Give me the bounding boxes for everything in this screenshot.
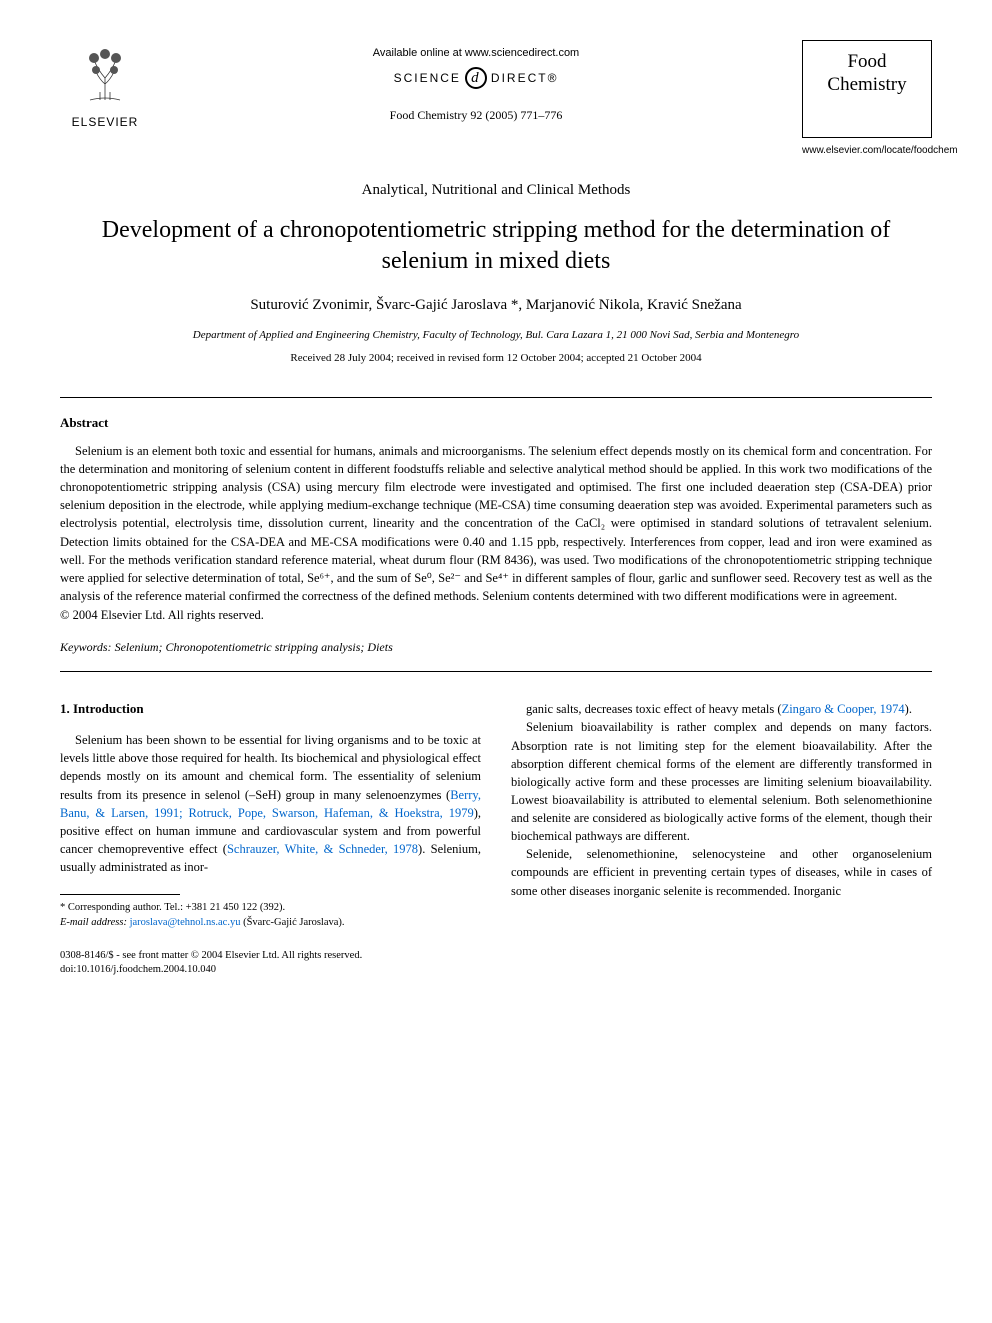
sd-right: DIRECT® (491, 70, 559, 87)
abstract-copyright: © 2004 Elsevier Ltd. All rights reserved… (60, 607, 932, 625)
doi-line: doi:10.1016/j.foodchem.2004.10.040 (60, 963, 481, 978)
journal-box-line1: Food (811, 51, 923, 74)
section-label: Analytical, Nutritional and Clinical Met… (60, 180, 932, 201)
center-header: Available online at www.sciencedirect.co… (150, 40, 802, 124)
divider-bottom (60, 671, 932, 672)
keywords-label: Keywords: (60, 640, 112, 654)
right-column: ganic salts, decreases toxic effect of h… (511, 700, 932, 978)
left-column: 1. Introduction Selenium has been shown … (60, 700, 481, 978)
abstract-text: Selenium is an element both toxic and es… (60, 442, 932, 605)
corresponding-email[interactable]: jaroslava@tehnol.ns.ac.yu (130, 917, 241, 928)
journal-box-line2: Chemistry (811, 74, 923, 97)
keywords-text: Selenium; Chronopotentiometric stripping… (115, 640, 393, 654)
publisher-name: ELSEVIER (72, 114, 139, 131)
right-para-2: Selenium bioavailability is rather compl… (511, 718, 932, 845)
email-label: E-mail address: (60, 917, 127, 928)
intro-text-pre: Selenium has been shown to be essential … (60, 733, 481, 801)
corresponding-author-footnote: * Corresponding author. Tel.: +381 21 45… (60, 901, 481, 930)
affiliation: Department of Applied and Engineering Ch… (60, 328, 932, 343)
authors: Suturović Zvonimir, Švarc-Gajić Jaroslav… (60, 295, 932, 316)
journal-logo-block: Food Chemistry www.elsevier.com/locate/f… (802, 40, 932, 158)
intro-paragraph-left: Selenium has been shown to be essential … (60, 731, 481, 876)
journal-url: www.elsevier.com/locate/foodchem (802, 144, 932, 158)
citation-2[interactable]: Schrauzer, White, & Schneder, 1978 (227, 842, 418, 856)
article-dates: Received 28 July 2004; received in revis… (60, 351, 932, 366)
abstract-heading: Abstract (60, 414, 932, 432)
footnote-tel: * Corresponding author. Tel.: +381 21 45… (60, 901, 481, 916)
publisher-logo: ELSEVIER (60, 40, 150, 131)
article-title: Development of a chronopotentiometric st… (90, 215, 902, 277)
divider-top (60, 397, 932, 398)
available-online-text: Available online at www.sciencedirect.co… (150, 46, 802, 61)
footnote-separator (60, 894, 180, 895)
doi-block: 0308-8146/$ - see front matter © 2004 El… (60, 949, 481, 978)
intro-heading: 1. Introduction (60, 700, 481, 719)
right-para-1: ganic salts, decreases toxic effect of h… (511, 700, 932, 718)
journal-reference: Food Chemistry 92 (2005) 771–776 (150, 107, 802, 124)
footnote-email-line: E-mail address: jaroslava@tehnol.ns.ac.y… (60, 916, 481, 931)
citation-3[interactable]: Zingaro & Cooper, 1974 (782, 702, 905, 716)
page-header: ELSEVIER Available online at www.science… (60, 40, 932, 158)
right-para1-post: ). (905, 702, 912, 716)
front-matter-line: 0308-8146/$ - see front matter © 2004 El… (60, 949, 481, 964)
email-attribution: (Švarc-Gajić Jaroslava). (243, 917, 344, 928)
sd-left: SCIENCE (394, 70, 461, 87)
journal-title-box: Food Chemistry (802, 40, 932, 138)
keywords-line: Keywords: Selenium; Chronopotentiometric… (60, 639, 932, 656)
right-para-3: Selenide, selenomethionine, selenocystei… (511, 845, 932, 899)
sciencedirect-logo: SCIENCE d DIRECT® (394, 67, 559, 89)
sd-circle-icon: d (465, 67, 487, 89)
elsevier-tree-icon (70, 40, 140, 110)
right-para1-pre: ganic salts, decreases toxic effect of h… (526, 702, 782, 716)
body-columns: 1. Introduction Selenium has been shown … (60, 700, 932, 978)
